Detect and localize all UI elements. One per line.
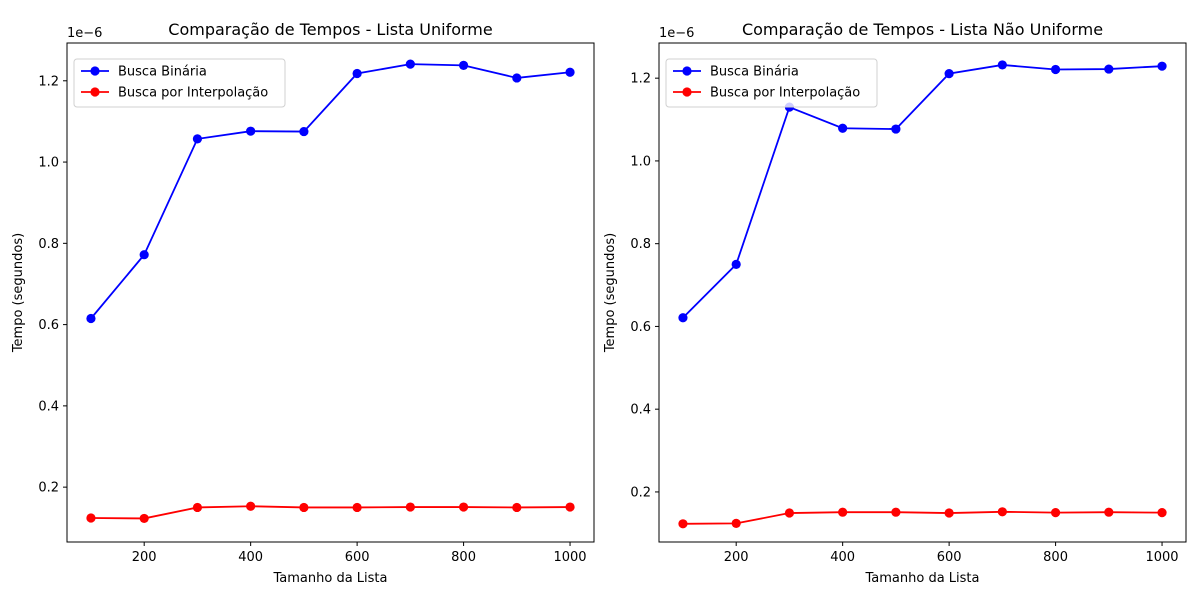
series-line [682,510,1163,525]
data-point [512,502,522,513]
y-tick-label: 0.2 [38,481,59,496]
data-point [1157,508,1167,518]
data-point [731,518,741,528]
series-1 [86,59,575,324]
legend-label: Busca por Interpolação [710,86,860,101]
data-point [565,67,575,77]
legend-box [73,58,286,108]
chart-panel-2: 200 400 600 800 1000 0.2 0.4 0.6 0.8 1.0 1.2 1e−6 Co… [603,20,1187,586]
y-tick-label: 0.8 [38,237,59,252]
data-point [299,502,309,513]
data-point [997,60,1007,70]
data-point [352,502,362,513]
y-tick-label: 1.0 [630,154,651,169]
legend: Busca Binária Busca por Interpolação [73,58,286,108]
data-point [944,69,954,79]
x-tick-label: 600 [345,550,370,565]
data-point [405,59,415,69]
y-tick-label: 0.6 [630,320,651,335]
x-axis-label: Tamanho da Lista [273,571,388,586]
x-tick-label: 1000 [1145,550,1178,565]
x-tick-label: 400 [238,550,263,565]
data-point [86,513,96,523]
chart-title: Comparação de Tempos - Lista Não Uniform… [742,20,1103,39]
data-point [246,501,256,511]
data-point [891,507,901,517]
data-point [1104,507,1114,517]
axes-frame [66,42,595,543]
data-point [1050,508,1061,518]
legend-marker [90,87,100,97]
data-point [352,68,362,79]
data-point [192,134,203,144]
x-tick-label: 800 [1043,550,1068,565]
data-point [246,126,256,136]
y-tick-label: 0.6 [38,318,59,333]
series-line [682,64,1163,319]
y-tick-label: 1.0 [38,156,59,171]
series-2 [86,501,575,524]
data-point [1157,61,1167,71]
data-point [678,313,688,323]
chart-panel-1: 200 400 600 800 1000 0.2 0.4 0.6 0.8 1.0 1.2 1e−6 Co… [11,20,595,586]
chart-title: Comparação de Tempos - Lista Uniforme [168,20,492,39]
legend-label: Busca Binária [710,65,799,80]
x-tick-label: 200 [724,550,749,565]
legend-marker [682,66,692,76]
data-point [299,126,309,137]
x-tick-label: 800 [451,550,476,565]
y-offset-label: 1e−6 [659,26,694,41]
data-point [192,502,203,513]
data-point [86,313,96,324]
data-point [405,502,415,512]
y-tick-label: 0.4 [630,403,651,418]
data-point [458,502,469,512]
data-point [1050,64,1061,75]
data-point [565,502,575,512]
axes-frame [658,42,1187,543]
data-point [139,513,149,524]
x-tick-label: 400 [830,550,855,565]
data-point [944,508,954,518]
y-tick-label: 0.2 [630,485,651,500]
data-point [458,60,469,70]
y-tick-label: 1.2 [630,72,651,87]
legend: Busca Binária Busca por Interpolação [665,58,878,108]
series-line [90,63,571,320]
y-axis-label: Tempo (segundos) [11,233,26,353]
data-point [512,73,522,83]
y-offset-label: 1e−6 [67,26,102,41]
y-tick-label: 0.8 [630,237,651,252]
series-1 [678,60,1167,323]
x-tick-label: 600 [937,550,962,565]
data-point [1104,64,1114,74]
y-tick-label: 0.4 [38,399,59,414]
data-point [784,508,795,518]
data-point [891,124,901,134]
data-point [838,507,848,517]
legend-label: Busca Binária [118,65,207,80]
legend-box [665,58,878,108]
data-point [139,250,149,260]
x-axis-label: Tamanho da Lista [865,571,980,586]
data-point [997,507,1007,517]
x-tick-label: 1000 [553,550,586,565]
data-point [838,123,848,133]
legend-marker [90,66,100,76]
x-tick-label: 200 [132,550,157,565]
y-tick-label: 1.2 [38,74,59,89]
data-point [678,519,688,529]
series-line [90,505,571,520]
series-2 [678,507,1167,529]
y-axis-label: Tempo (segundos) [603,233,618,353]
legend-label: Busca por Interpolação [118,86,268,101]
data-point [731,259,741,269]
legend-marker [682,87,692,97]
